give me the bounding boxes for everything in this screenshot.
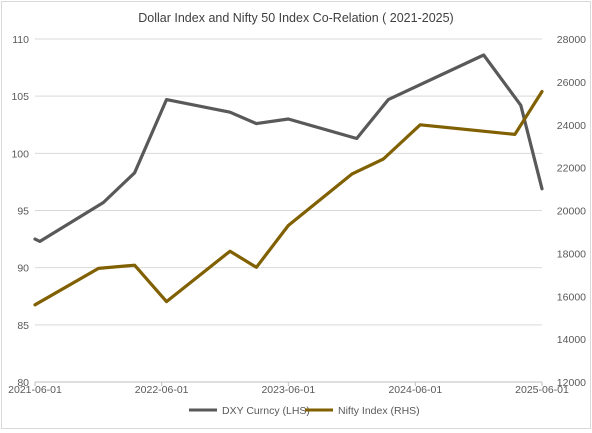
legend-label-dxy: DXY Curncy (LHS) <box>222 405 310 417</box>
left-axis-tick-label: 80 <box>17 377 29 389</box>
right-axis-tick-label: 28000 <box>557 34 586 46</box>
line-chart: Dollar Index and Nifty 50 Index Co-Relat… <box>8 11 586 417</box>
legend-label-nifty: Nifty Index (RHS) <box>338 405 420 417</box>
left-axis-tick-label: 105 <box>11 91 29 103</box>
chart-title: Dollar Index and Nifty 50 Index Co-Relat… <box>138 11 453 25</box>
legend: DXY Curncy (LHS) Nifty Index (RHS) <box>189 405 420 417</box>
right-axis-ticks: 12000 14000 16000 18000 20000 22000 24000 26000… <box>557 34 586 389</box>
series-line-nifty <box>33 89 544 307</box>
left-axis-tick-label: 90 <box>17 263 29 275</box>
x-axis-tick-label: 2025-06-01 <box>515 384 569 396</box>
x-axis-tick-label: 2024-06-01 <box>388 384 442 396</box>
x-axis-tick-label: 2022-06-01 <box>135 384 189 396</box>
right-axis-tick-label: 20000 <box>557 206 586 218</box>
x-axis-tick-label: 2021-06-01 <box>8 384 62 396</box>
left-axis-tick-label: 100 <box>11 148 29 160</box>
gridlines <box>35 38 542 383</box>
right-axis-tick-label: 26000 <box>557 77 586 89</box>
left-axis-tick-label: 110 <box>12 34 29 46</box>
left-axis-tick-label: 95 <box>17 206 29 218</box>
right-axis-tick-label: 18000 <box>557 248 586 260</box>
x-axis-ticks: 2021-06-01 2022-06-01 2023-06-01 2024-06-01… <box>8 382 569 396</box>
right-axis-tick-label: 22000 <box>557 163 586 175</box>
left-axis-tick-label: 85 <box>17 320 29 332</box>
left-axis-ticks: 80 85 90 95 100 105 110 <box>11 34 29 389</box>
right-axis-tick-label: 16000 <box>557 291 586 303</box>
right-axis-tick-label: 14000 <box>557 334 586 346</box>
series-lines <box>33 53 544 307</box>
right-axis-tick-label: 24000 <box>557 120 586 132</box>
x-axis-tick-label: 2023-06-01 <box>261 384 315 396</box>
series-line-dxy <box>33 53 544 243</box>
right-axis-tick-label: 12000 <box>557 377 586 389</box>
